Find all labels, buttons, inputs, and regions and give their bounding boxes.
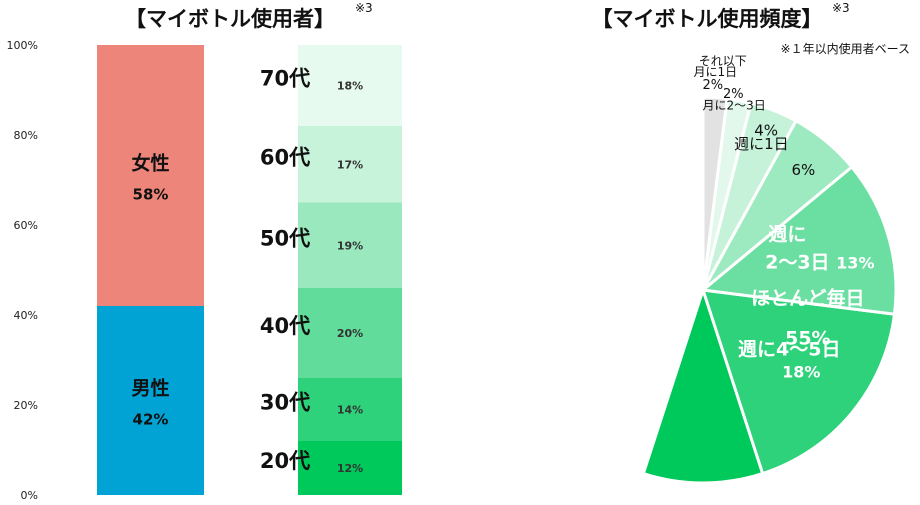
gender-segment-value: 42% xyxy=(133,411,169,429)
pie-value: 4% xyxy=(754,122,778,140)
y-tick-label: 40% xyxy=(14,309,38,322)
age-segment-value: 14% xyxy=(337,404,363,417)
pie-base-note: ※１年以内使用者ベース xyxy=(781,41,910,56)
age-segment-label: 70代 xyxy=(260,67,310,91)
pie-slice xyxy=(701,95,729,291)
pie-label: それ以下 xyxy=(699,54,747,68)
age-bar-segment xyxy=(298,202,402,288)
right-chart-title: 【マイボトル使用頻度】 xyxy=(592,7,823,31)
age-segment-value: 20% xyxy=(337,327,363,340)
left-note-mark: ※3 xyxy=(355,1,373,15)
gender-stacked-bar: 男性 42% 女性 58% xyxy=(97,45,204,495)
pie-label: 月に2～3日 xyxy=(702,99,765,113)
age-bar-segment xyxy=(298,126,402,203)
age-bar-segment xyxy=(298,288,402,378)
pie-label-line: 2～3日 xyxy=(765,251,829,273)
pie-label: 週に1日 xyxy=(734,135,789,153)
age-segment-label: 50代 xyxy=(260,226,310,250)
left-chart-title: 【マイボトル使用者】 xyxy=(125,7,335,31)
pie-label-line: 週に xyxy=(768,223,806,245)
y-tick-label: 100% xyxy=(7,39,38,52)
pie-label: ほとんど毎日 xyxy=(751,287,864,310)
pie-value: 2% xyxy=(702,78,723,93)
age-segment-label: 40代 xyxy=(260,314,310,338)
y-axis-ticks: 0% 20% 40% 60% 80% 100% xyxy=(7,39,38,502)
pie-value: 18% xyxy=(782,362,820,381)
age-segment-value: 17% xyxy=(337,158,363,171)
y-tick-label: 80% xyxy=(14,129,38,142)
right-note-mark: ※3 xyxy=(832,1,850,15)
y-tick-label: 0% xyxy=(21,489,38,502)
pie-value: 2% xyxy=(723,87,744,102)
pie-label: 月に1日 xyxy=(694,65,738,79)
gender-segment-label: 女性 xyxy=(131,152,169,175)
age-bar-segment xyxy=(298,45,402,126)
age-stacked-bar: 12% 20代 14% 30代 20% 40代 19% 50代 17% 60代 18% 70代 xyxy=(260,45,402,495)
gender-bar-segment xyxy=(97,45,204,306)
y-tick-label: 60% xyxy=(14,219,38,232)
age-bar-segment xyxy=(298,378,402,441)
y-tick-label: 20% xyxy=(14,399,38,412)
gender-bar-segment xyxy=(97,306,204,495)
age-segment-label: 20代 xyxy=(260,449,310,473)
age-segment-label: 30代 xyxy=(260,391,310,415)
age-bar-segment xyxy=(298,441,402,495)
pie-slice xyxy=(700,288,897,476)
pie-value: 13% xyxy=(836,253,874,272)
age-segment-value: 12% xyxy=(337,462,363,475)
age-segment-label: 60代 xyxy=(260,145,310,169)
age-segment-value: 19% xyxy=(337,239,363,252)
pie-slice xyxy=(699,164,898,316)
pie-value: 6% xyxy=(792,161,816,179)
gender-segment-value: 58% xyxy=(133,186,169,204)
pie-label: 週に4～5日 xyxy=(738,338,840,360)
gender-segment-label: 男性 xyxy=(131,377,169,400)
age-segment-value: 18% xyxy=(337,80,363,93)
pie-value: 55% xyxy=(785,328,830,350)
